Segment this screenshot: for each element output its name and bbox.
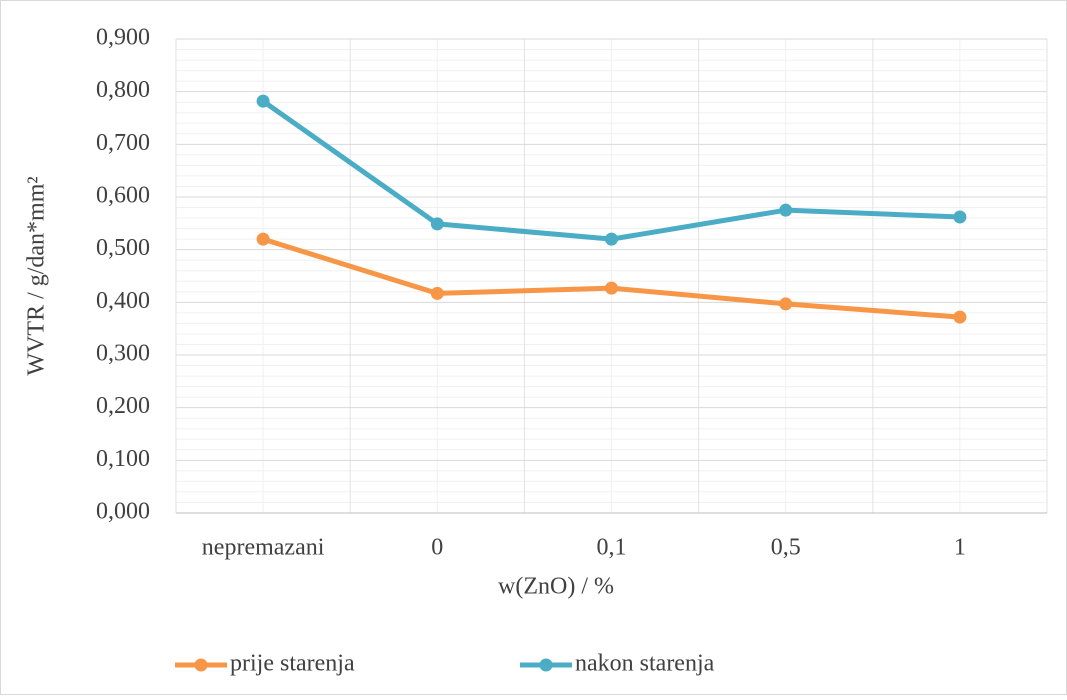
x-tick-label: 1 xyxy=(954,535,966,561)
y-tick-label: 0,100 xyxy=(96,446,150,472)
y-tick-label: 0,300 xyxy=(96,341,150,367)
point xyxy=(430,286,444,300)
y-tick-label: 0,500 xyxy=(96,235,150,261)
x-tick-label: 0,1 xyxy=(597,535,627,561)
y-tick-label: 0,000 xyxy=(96,499,150,525)
y-tick-label: 0,700 xyxy=(96,130,150,156)
legend-marker xyxy=(539,658,553,672)
point xyxy=(953,210,967,224)
point xyxy=(605,281,618,295)
x-axis-label: w(ZnO) / % xyxy=(498,574,614,600)
point xyxy=(953,310,967,324)
y-tick-label: 0,200 xyxy=(96,393,150,419)
x-tick-label: 0 xyxy=(431,535,443,561)
grid xyxy=(175,38,1048,514)
legend-marker xyxy=(194,658,208,672)
point xyxy=(430,217,444,231)
y-tick-label: 0,800 xyxy=(96,77,150,103)
y-tick-label: 0,600 xyxy=(96,183,150,209)
legend-label: nakon starenja xyxy=(575,651,715,677)
point xyxy=(605,232,618,246)
x-tick-label: nepremazani xyxy=(202,535,325,561)
point xyxy=(256,232,270,246)
point xyxy=(779,297,793,311)
legend-label: prije starenja xyxy=(230,651,355,677)
point xyxy=(779,203,793,217)
x-tick-label: 0,5 xyxy=(771,535,801,561)
point xyxy=(256,94,270,108)
y-axis-label: WVTR / g/dan*mm² xyxy=(24,176,50,375)
y-tick-label: 0,900 xyxy=(96,25,150,51)
y-tick-label: 0,400 xyxy=(96,288,150,314)
